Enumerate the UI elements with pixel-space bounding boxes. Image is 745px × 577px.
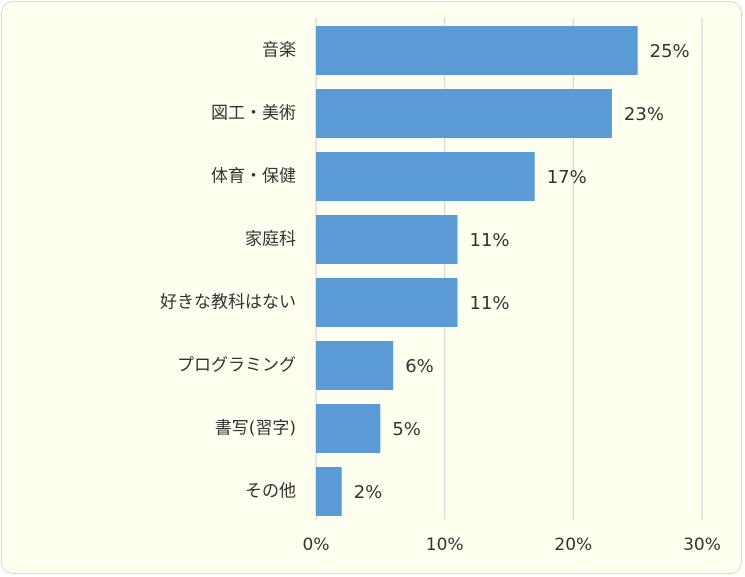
data-label-5: 6%	[405, 356, 434, 377]
bar-4	[316, 278, 458, 327]
x-tick-label-0: 0%	[303, 535, 330, 555]
bar-6	[316, 404, 381, 453]
bar-2	[316, 152, 535, 201]
data-label-6: 5%	[392, 419, 421, 440]
x-tick-label-3: 30%	[683, 535, 721, 555]
data-label-3: 11%	[470, 230, 510, 251]
bar-3	[316, 215, 458, 264]
category-label-3: 家庭科	[245, 230, 296, 250]
data-label-1: 23%	[624, 104, 664, 125]
category-label-7: その他	[245, 482, 296, 502]
data-label-0: 25%	[650, 41, 690, 62]
x-axis-ticks: 0% 10% 20% 30%	[303, 535, 721, 555]
bar-5	[316, 341, 394, 390]
data-label-4: 11%	[470, 293, 510, 314]
x-tick-label-2: 20%	[554, 535, 592, 555]
category-label-1: 図工・美術	[211, 104, 296, 124]
data-label-2: 17%	[547, 167, 587, 188]
bar-7	[316, 467, 342, 516]
bars	[316, 26, 638, 516]
bar-0	[316, 26, 638, 75]
data-label-7: 2%	[354, 482, 383, 503]
x-tick-label-1: 10%	[426, 535, 464, 555]
category-label-0: 音楽	[262, 41, 296, 61]
bar-1	[316, 89, 612, 138]
category-label-2: 体育・保健	[211, 167, 296, 187]
data-labels: 25% 23% 17% 11% 11% 6% 5% 2%	[354, 41, 690, 503]
category-label-4: 好きな教科はない	[160, 293, 296, 313]
category-label-6: 書写(習字)	[215, 419, 296, 439]
category-label-5: プログラミング	[177, 356, 296, 376]
